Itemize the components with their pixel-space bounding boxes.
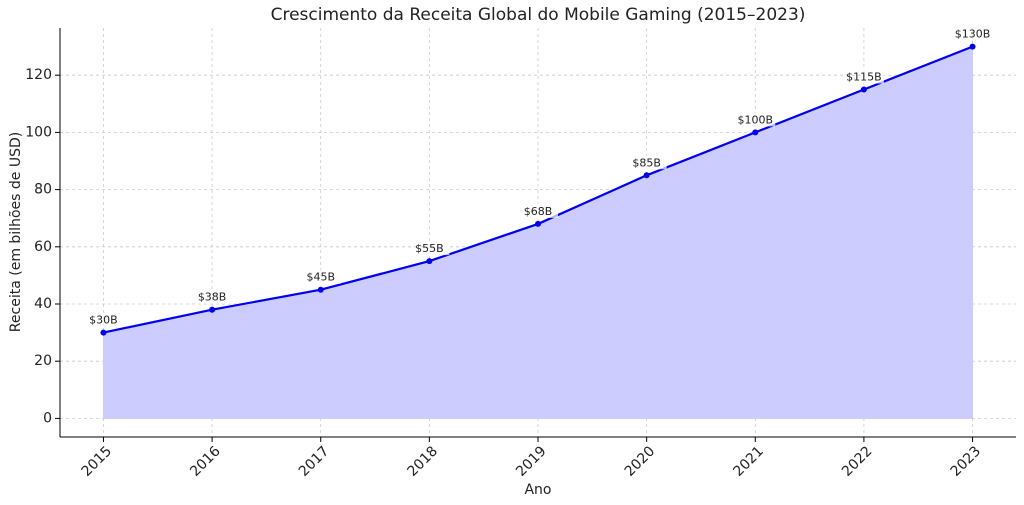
label-box bbox=[208, 289, 233, 304]
value-label: $38B bbox=[198, 291, 227, 304]
x-tick-label: 2015 bbox=[79, 443, 116, 480]
point bbox=[426, 258, 433, 265]
x-tick-label: 2021 bbox=[730, 443, 767, 480]
label-box bbox=[968, 26, 993, 41]
value-label: $55B bbox=[415, 242, 444, 255]
y-axis-label: Receita (em bilhões de USD) bbox=[8, 132, 24, 332]
label-box bbox=[534, 203, 558, 218]
y-tick-label: 100 bbox=[25, 124, 52, 140]
x-tick-label: 2020 bbox=[622, 443, 659, 480]
point bbox=[535, 220, 541, 227]
y-tick-label: 20 bbox=[34, 353, 52, 369]
y-tick-label: 80 bbox=[34, 182, 52, 198]
point bbox=[643, 172, 650, 179]
value-label: $100B bbox=[737, 113, 773, 126]
x-tick-label: 2018 bbox=[405, 443, 442, 480]
y-tick-label: 0 bbox=[43, 410, 52, 426]
value-label: $115B bbox=[846, 70, 882, 83]
x-tick-label: 2017 bbox=[296, 443, 333, 480]
point bbox=[969, 43, 976, 50]
x-tick-label: 2019 bbox=[513, 443, 550, 480]
y-tick-label: 60 bbox=[34, 239, 52, 255]
point bbox=[100, 329, 107, 336]
label-box bbox=[99, 312, 124, 327]
y-tick-label: 40 bbox=[34, 296, 52, 312]
value-label: $30B bbox=[89, 314, 118, 327]
point bbox=[860, 86, 867, 93]
point bbox=[752, 129, 759, 136]
label-box bbox=[859, 69, 884, 84]
chart-title: Crescimento da Receita Global do Mobile … bbox=[271, 5, 806, 25]
label-box bbox=[751, 112, 776, 127]
x-tick-label: 2022 bbox=[839, 443, 876, 480]
label-box bbox=[425, 241, 450, 256]
x-tick-label: 2023 bbox=[948, 443, 985, 480]
label-box bbox=[316, 269, 341, 284]
value-label: $45B bbox=[306, 271, 335, 284]
x-axis-label: Ano bbox=[524, 482, 551, 498]
value-label: $130B bbox=[955, 28, 991, 41]
value-label: $68B bbox=[524, 205, 553, 218]
point bbox=[209, 306, 216, 313]
point bbox=[317, 286, 324, 293]
value-label: $85B bbox=[632, 156, 661, 169]
y-tick-label: 120 bbox=[25, 67, 52, 83]
label-box bbox=[642, 155, 667, 170]
x-tick-label: 2016 bbox=[187, 443, 224, 480]
